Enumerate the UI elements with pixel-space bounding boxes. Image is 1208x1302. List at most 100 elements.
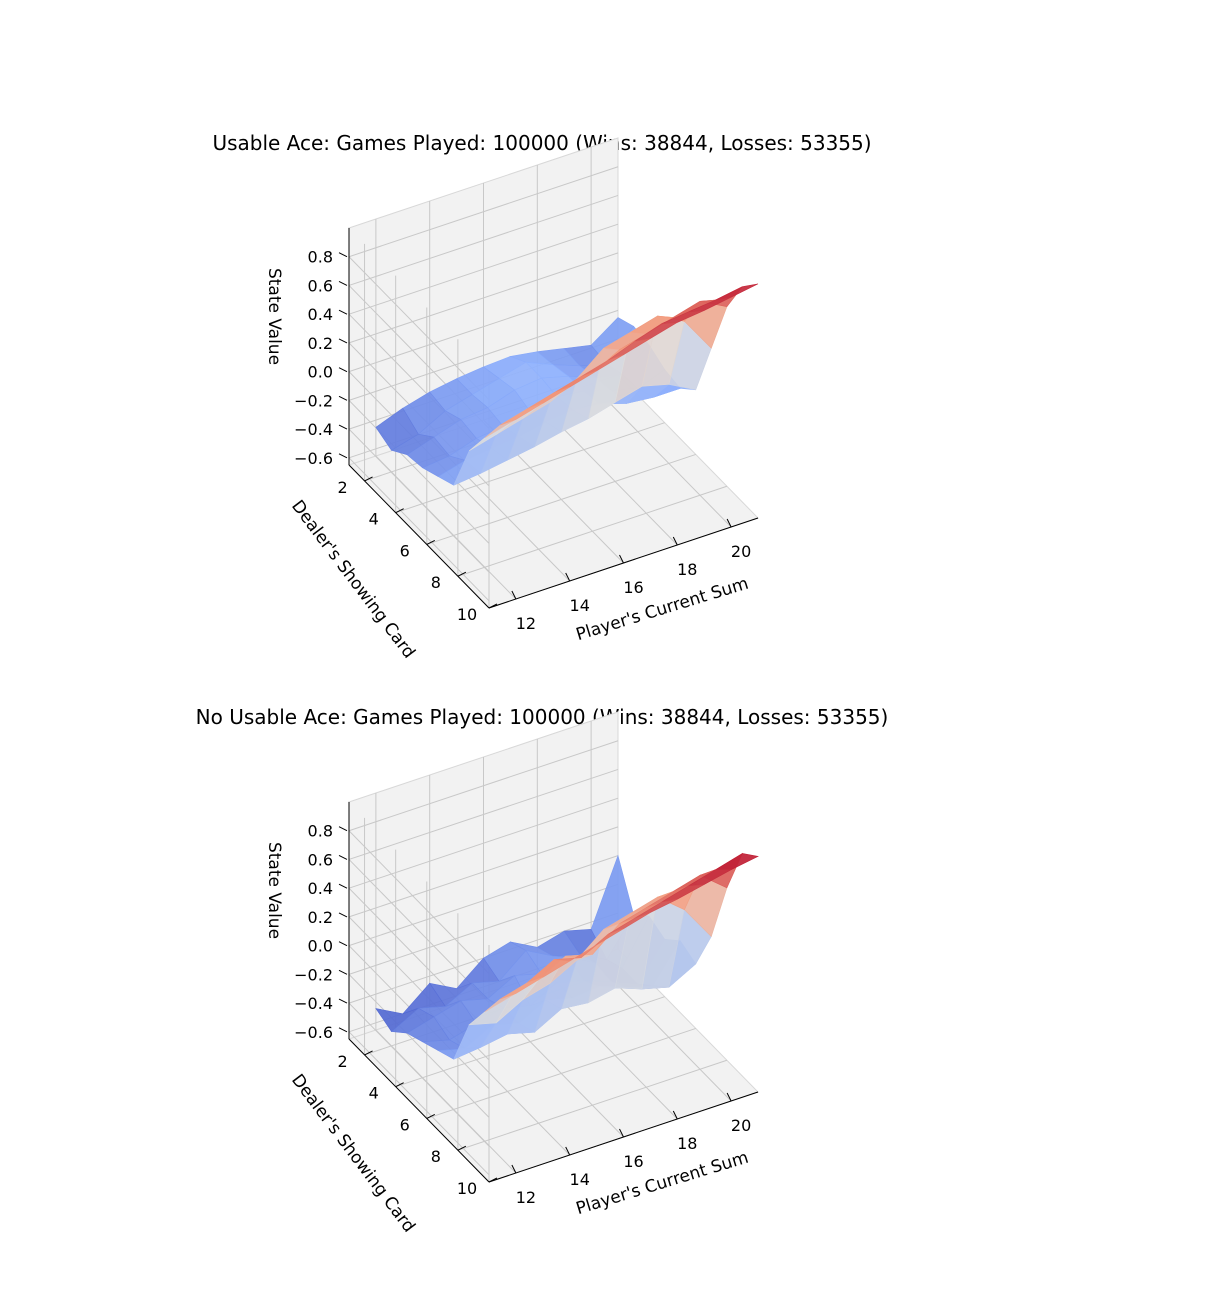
- z-tick-mark: [338, 281, 348, 286]
- z-tick-label: −0.2: [294, 391, 333, 410]
- z-tick-label: 0.2: [308, 908, 333, 927]
- x-tick-mark: [672, 536, 678, 546]
- x-axis-label: Player's Current Sum: [574, 1148, 751, 1220]
- z-tick-label: 0.8: [308, 248, 333, 267]
- y-tick-mark: [395, 1082, 404, 1088]
- y-tick-mark: [426, 1113, 436, 1119]
- x-tick-label: 18: [677, 1134, 697, 1153]
- z-tick-label: 0.4: [308, 879, 333, 898]
- z-tick-mark: [338, 395, 348, 401]
- usable-ace-plot: Usable Ace: Games Played: 100000 (Wins: …: [212, 131, 871, 662]
- z-grid-line: [348, 797, 619, 889]
- y-tick-label: 2: [337, 1052, 347, 1071]
- y-grid-line: [426, 453, 696, 545]
- x-tick-mark: [565, 1146, 571, 1156]
- z-grid-line: [348, 974, 490, 1118]
- x-tick-mark: [511, 590, 517, 600]
- y-tick-mark: [457, 1145, 467, 1151]
- x-axis-label: Player's Current Sum: [574, 574, 751, 646]
- y-grid-line: [395, 422, 665, 514]
- y-grid-line: [426, 1027, 696, 1119]
- z-tick-mark: [338, 1027, 348, 1033]
- x-tick-label: 12: [516, 614, 536, 633]
- x-tick-mark: [726, 518, 732, 528]
- z-grid-line: [348, 166, 619, 258]
- y-tick-label: 4: [369, 1084, 379, 1103]
- y-tick-label: 6: [400, 541, 410, 560]
- z-tick-mark: [338, 998, 348, 1004]
- x-tick-mark: [619, 554, 624, 564]
- y-grid-line: [457, 485, 728, 577]
- y-tick-mark: [488, 603, 498, 609]
- y-tick-label: 4: [369, 510, 379, 529]
- z-tick-mark: [338, 826, 348, 832]
- x-grid-line: [590, 383, 732, 528]
- z-tick-mark: [338, 367, 348, 373]
- z-grid-line: [348, 400, 490, 544]
- x-tick-label: 16: [623, 578, 643, 597]
- y-grid-line: [457, 1059, 728, 1151]
- z-grid-line: [348, 1002, 490, 1147]
- y-axis-line: [348, 464, 490, 609]
- plot-title: No Usable Ace: Games Played: 100000 (Win…: [196, 705, 889, 729]
- x-tick-mark: [726, 1092, 732, 1102]
- y-tick-mark: [488, 1177, 498, 1183]
- x-tick-label: 14: [570, 1170, 590, 1189]
- z-tick-mark: [338, 941, 348, 947]
- y-tick-mark: [364, 1050, 373, 1056]
- y-tick-label: 8: [431, 1147, 441, 1166]
- y-tick-mark: [395, 508, 404, 514]
- x-tick-label: 16: [623, 1152, 643, 1171]
- z-grid-line: [348, 457, 490, 602]
- z-tick-mark: [338, 855, 348, 860]
- surface-facet: [500, 403, 543, 426]
- x-tick-mark: [619, 1128, 624, 1138]
- y-tick-label: 10: [457, 1179, 477, 1198]
- x-tick-label: 14: [570, 596, 590, 615]
- z-tick-mark: [338, 969, 348, 975]
- z-tick-label: 0.6: [308, 850, 333, 869]
- z-tick-label: 0.0: [308, 937, 333, 956]
- z-tick-mark: [338, 912, 348, 918]
- z-tick-mark: [338, 883, 348, 889]
- z-grid-line: [348, 1031, 490, 1176]
- z-tick-mark: [338, 453, 348, 459]
- x-tick-mark: [672, 1110, 678, 1120]
- y-tick-label: 8: [431, 573, 441, 592]
- y-tick-mark: [426, 539, 436, 545]
- z-tick-mark: [338, 309, 348, 315]
- z-tick-label: −0.2: [294, 965, 333, 984]
- z-grid-line: [348, 428, 490, 573]
- y-axis-label: Dealer's Showing Card: [287, 497, 419, 663]
- z-grid-line: [348, 826, 619, 918]
- x-tick-label: 12: [516, 1188, 536, 1207]
- plot-title: Usable Ace: Games Played: 100000 (Wins: …: [212, 131, 871, 155]
- z-grid-line: [348, 740, 619, 832]
- x-tick-mark: [511, 1164, 517, 1174]
- y-axis-label: Dealer's Showing Card: [287, 1071, 419, 1237]
- z-grid-line: [348, 194, 619, 286]
- z-grid-line: [348, 768, 619, 860]
- z-axis-label: State Value: [264, 268, 284, 365]
- z-tick-mark: [338, 338, 348, 344]
- x-tick-label: 18: [677, 560, 697, 579]
- z-grid-line: [348, 883, 619, 975]
- y-tick-mark: [457, 571, 467, 577]
- z-tick-label: 0.0: [308, 363, 333, 382]
- y-axis-line: [348, 1038, 490, 1183]
- z-tick-label: −0.6: [294, 449, 333, 468]
- y-tick-label: 6: [400, 1115, 410, 1134]
- z-tick-label: −0.4: [294, 994, 333, 1013]
- z-tick-mark: [338, 424, 348, 430]
- no-usable-ace-plot: No Usable Ace: Games Played: 100000 (Win…: [196, 705, 889, 1236]
- surface-facet: [714, 853, 759, 871]
- z-tick-label: 0.8: [308, 822, 333, 841]
- x-tick-label: 20: [731, 1116, 751, 1135]
- z-grid-line: [348, 281, 619, 373]
- z-axis-label: State Value: [264, 842, 284, 939]
- surface-facet: [500, 977, 543, 1000]
- x-tick-mark: [565, 572, 571, 582]
- surface-facet: [715, 283, 759, 301]
- y-tick-label: 2: [337, 478, 347, 497]
